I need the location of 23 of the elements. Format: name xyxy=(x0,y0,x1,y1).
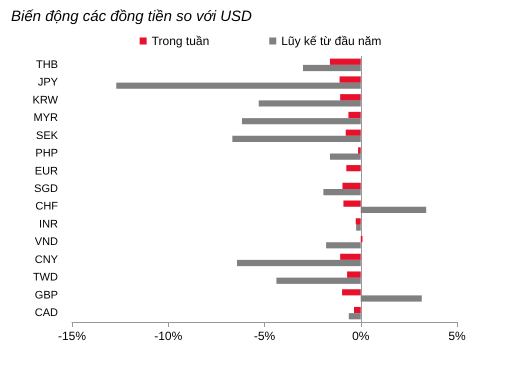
y-tick-label: VND xyxy=(34,236,58,248)
y-tick-label: INR xyxy=(39,218,58,230)
y-tick-label: MYR xyxy=(34,112,58,124)
y-tick-label: EUR xyxy=(34,165,58,178)
x-tick-label: -15% xyxy=(58,329,86,343)
y-tick-label: CHF xyxy=(35,200,58,213)
y-tick-label: CAD xyxy=(34,307,58,320)
y-tick-label: JPY xyxy=(38,76,59,89)
x-tick-label: 5% xyxy=(448,329,466,343)
legend-label: Lũy kế từ đầu năm xyxy=(281,34,382,48)
y-tick-label: TWD xyxy=(32,272,58,284)
x-tick-label: 0% xyxy=(352,329,370,343)
y-tick-label: PHP xyxy=(35,148,58,160)
chart-title: Biến động các đồng tiền so với USD xyxy=(11,8,252,25)
y-tick-label: SGD xyxy=(34,183,58,195)
y-tick-label: GBP xyxy=(34,289,58,302)
x-tick-label: -10% xyxy=(154,329,183,343)
legend-label: Trong tuần xyxy=(152,34,210,48)
y-tick-label: THB xyxy=(36,58,58,71)
y-tick-label: CNY xyxy=(34,254,59,266)
x-tick-label: -5% xyxy=(254,329,276,343)
y-tick-label: KRW xyxy=(32,94,59,106)
y-tick-label: SEK xyxy=(36,130,59,142)
